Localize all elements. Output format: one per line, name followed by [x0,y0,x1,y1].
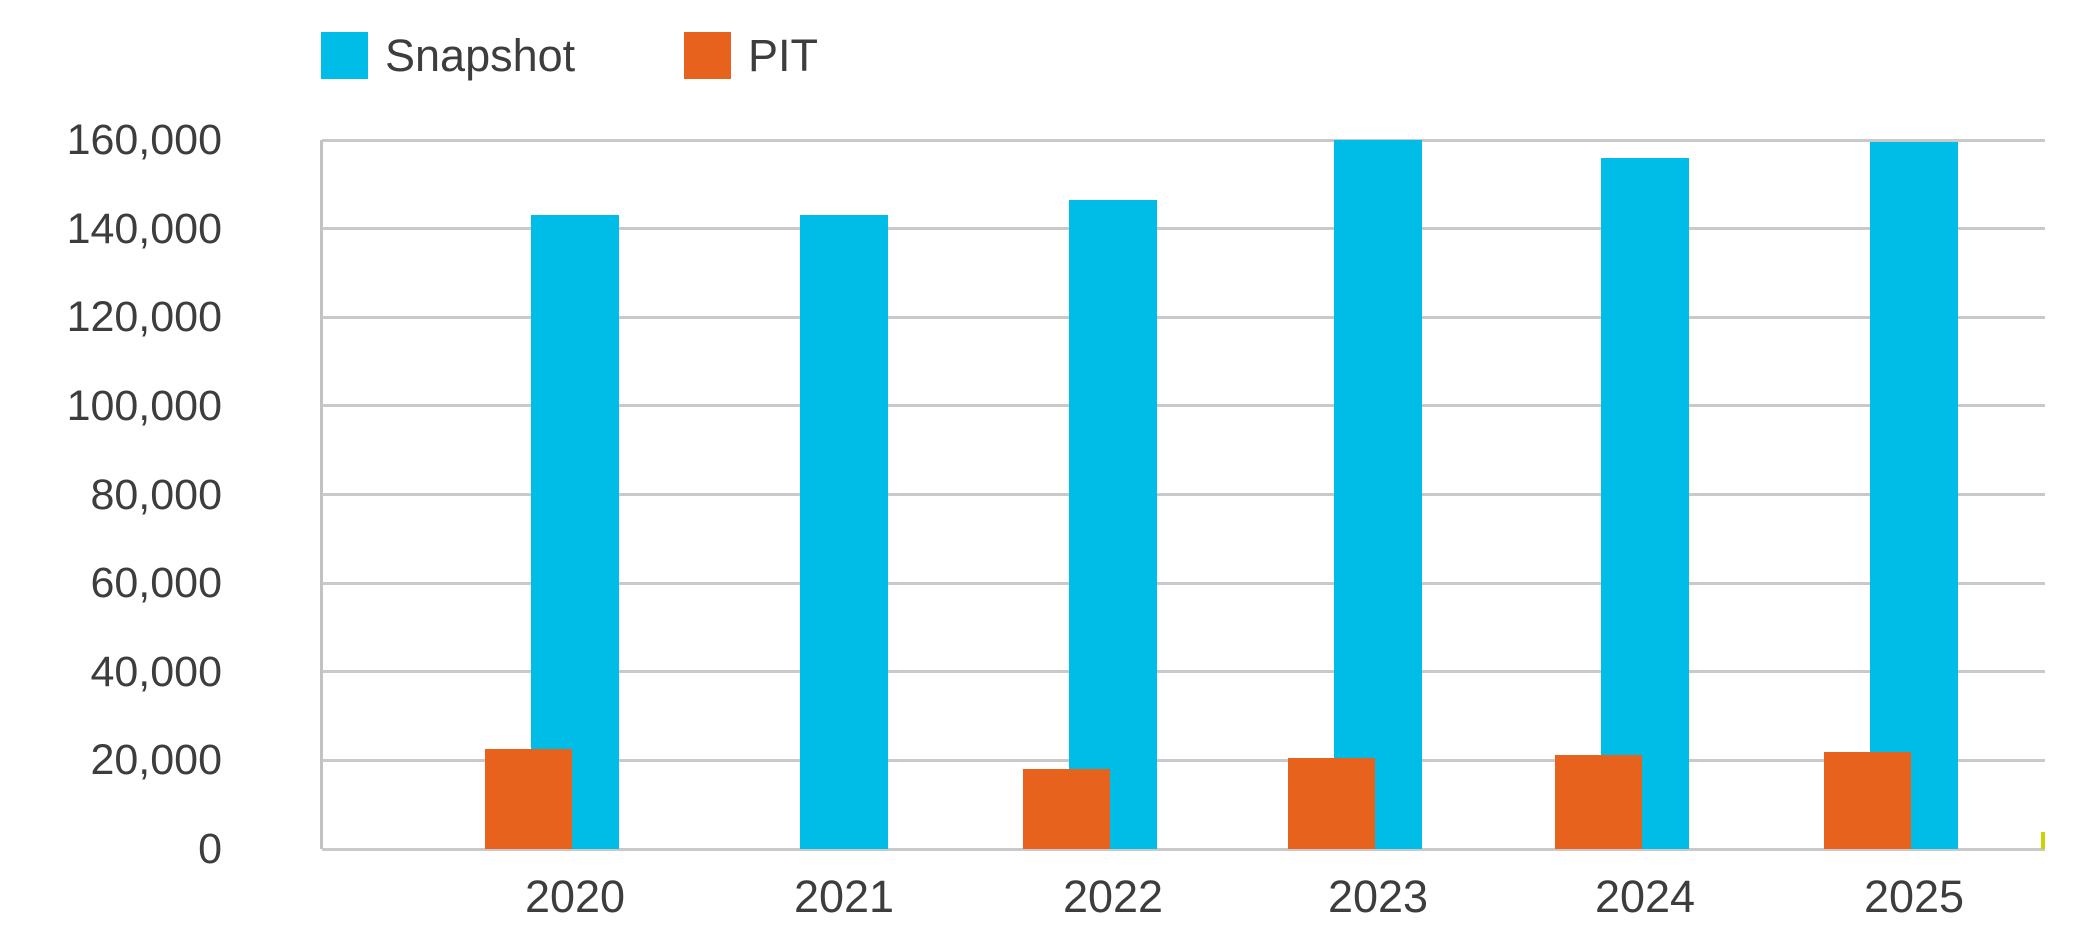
gridline [322,847,2045,851]
x-axis-labels: 2020 2021 2022 2023 2024 2025 [0,872,2084,932]
gridline [322,493,2045,496]
bar-snapshot-2023[interactable] [1334,140,1422,849]
right-edge-partial-bar [2041,832,2045,849]
bar-snapshot-2022[interactable] [1069,199,1157,849]
legend-item-pit[interactable]: PIT [684,32,818,79]
bar-pit-2020[interactable] [485,749,572,849]
plot-area [320,138,2045,851]
bar-pit-2022[interactable] [1023,769,1110,849]
gridline [322,581,2045,585]
y-tick-label: 0 [198,825,222,873]
x-tick-label-2025: 2025 [1863,871,1965,922]
x-tick-label-2021: 2021 [793,871,895,922]
gridline [322,758,2045,762]
gridline [322,138,2045,142]
y-tick-label: 160,000 [66,116,222,164]
gridline [322,315,2045,319]
bar-pit-2024[interactable] [1555,755,1642,849]
bar-snapshot-2020[interactable] [531,215,619,849]
gridline [322,404,2045,408]
y-tick-label: 120,000 [66,293,222,342]
snapshot-color-swatch-icon [321,32,368,79]
bar-snapshot-2025[interactable] [1870,142,1958,849]
legend: Snapshot PIT [0,0,2084,100]
y-tick-label: 40,000 [90,647,222,696]
bar-pit-2025[interactable] [1824,751,1911,849]
y-tick-label: 80,000 [90,470,222,519]
y-axis-line [320,140,323,849]
x-tick-label-2024: 2024 [1594,871,1696,922]
legend-label-snapshot: Snapshot [385,30,576,81]
x-tick-label-2020: 2020 [524,871,626,922]
bar-snapshot-2024[interactable] [1601,157,1689,849]
legend-item-snapshot[interactable]: Snapshot [321,32,575,79]
gridline [322,227,2045,231]
y-axis-labels: 0 20,000 40,000 60,000 80,000 100,000 120,000 1… [0,119,222,871]
y-tick-label: 60,000 [90,559,222,608]
x-tick-label-2023: 2023 [1327,871,1429,922]
y-tick-label: 20,000 [90,736,222,785]
gridline [322,670,2045,674]
pit-color-swatch-icon [684,32,731,79]
x-tick-label-2022: 2022 [1062,871,1164,922]
bar-pit-2023[interactable] [1288,758,1375,849]
y-tick-label: 140,000 [66,204,222,253]
bar-snapshot-2021[interactable] [800,215,888,849]
y-tick-label: 100,000 [66,381,222,430]
legend-label-pit: PIT [748,30,819,81]
